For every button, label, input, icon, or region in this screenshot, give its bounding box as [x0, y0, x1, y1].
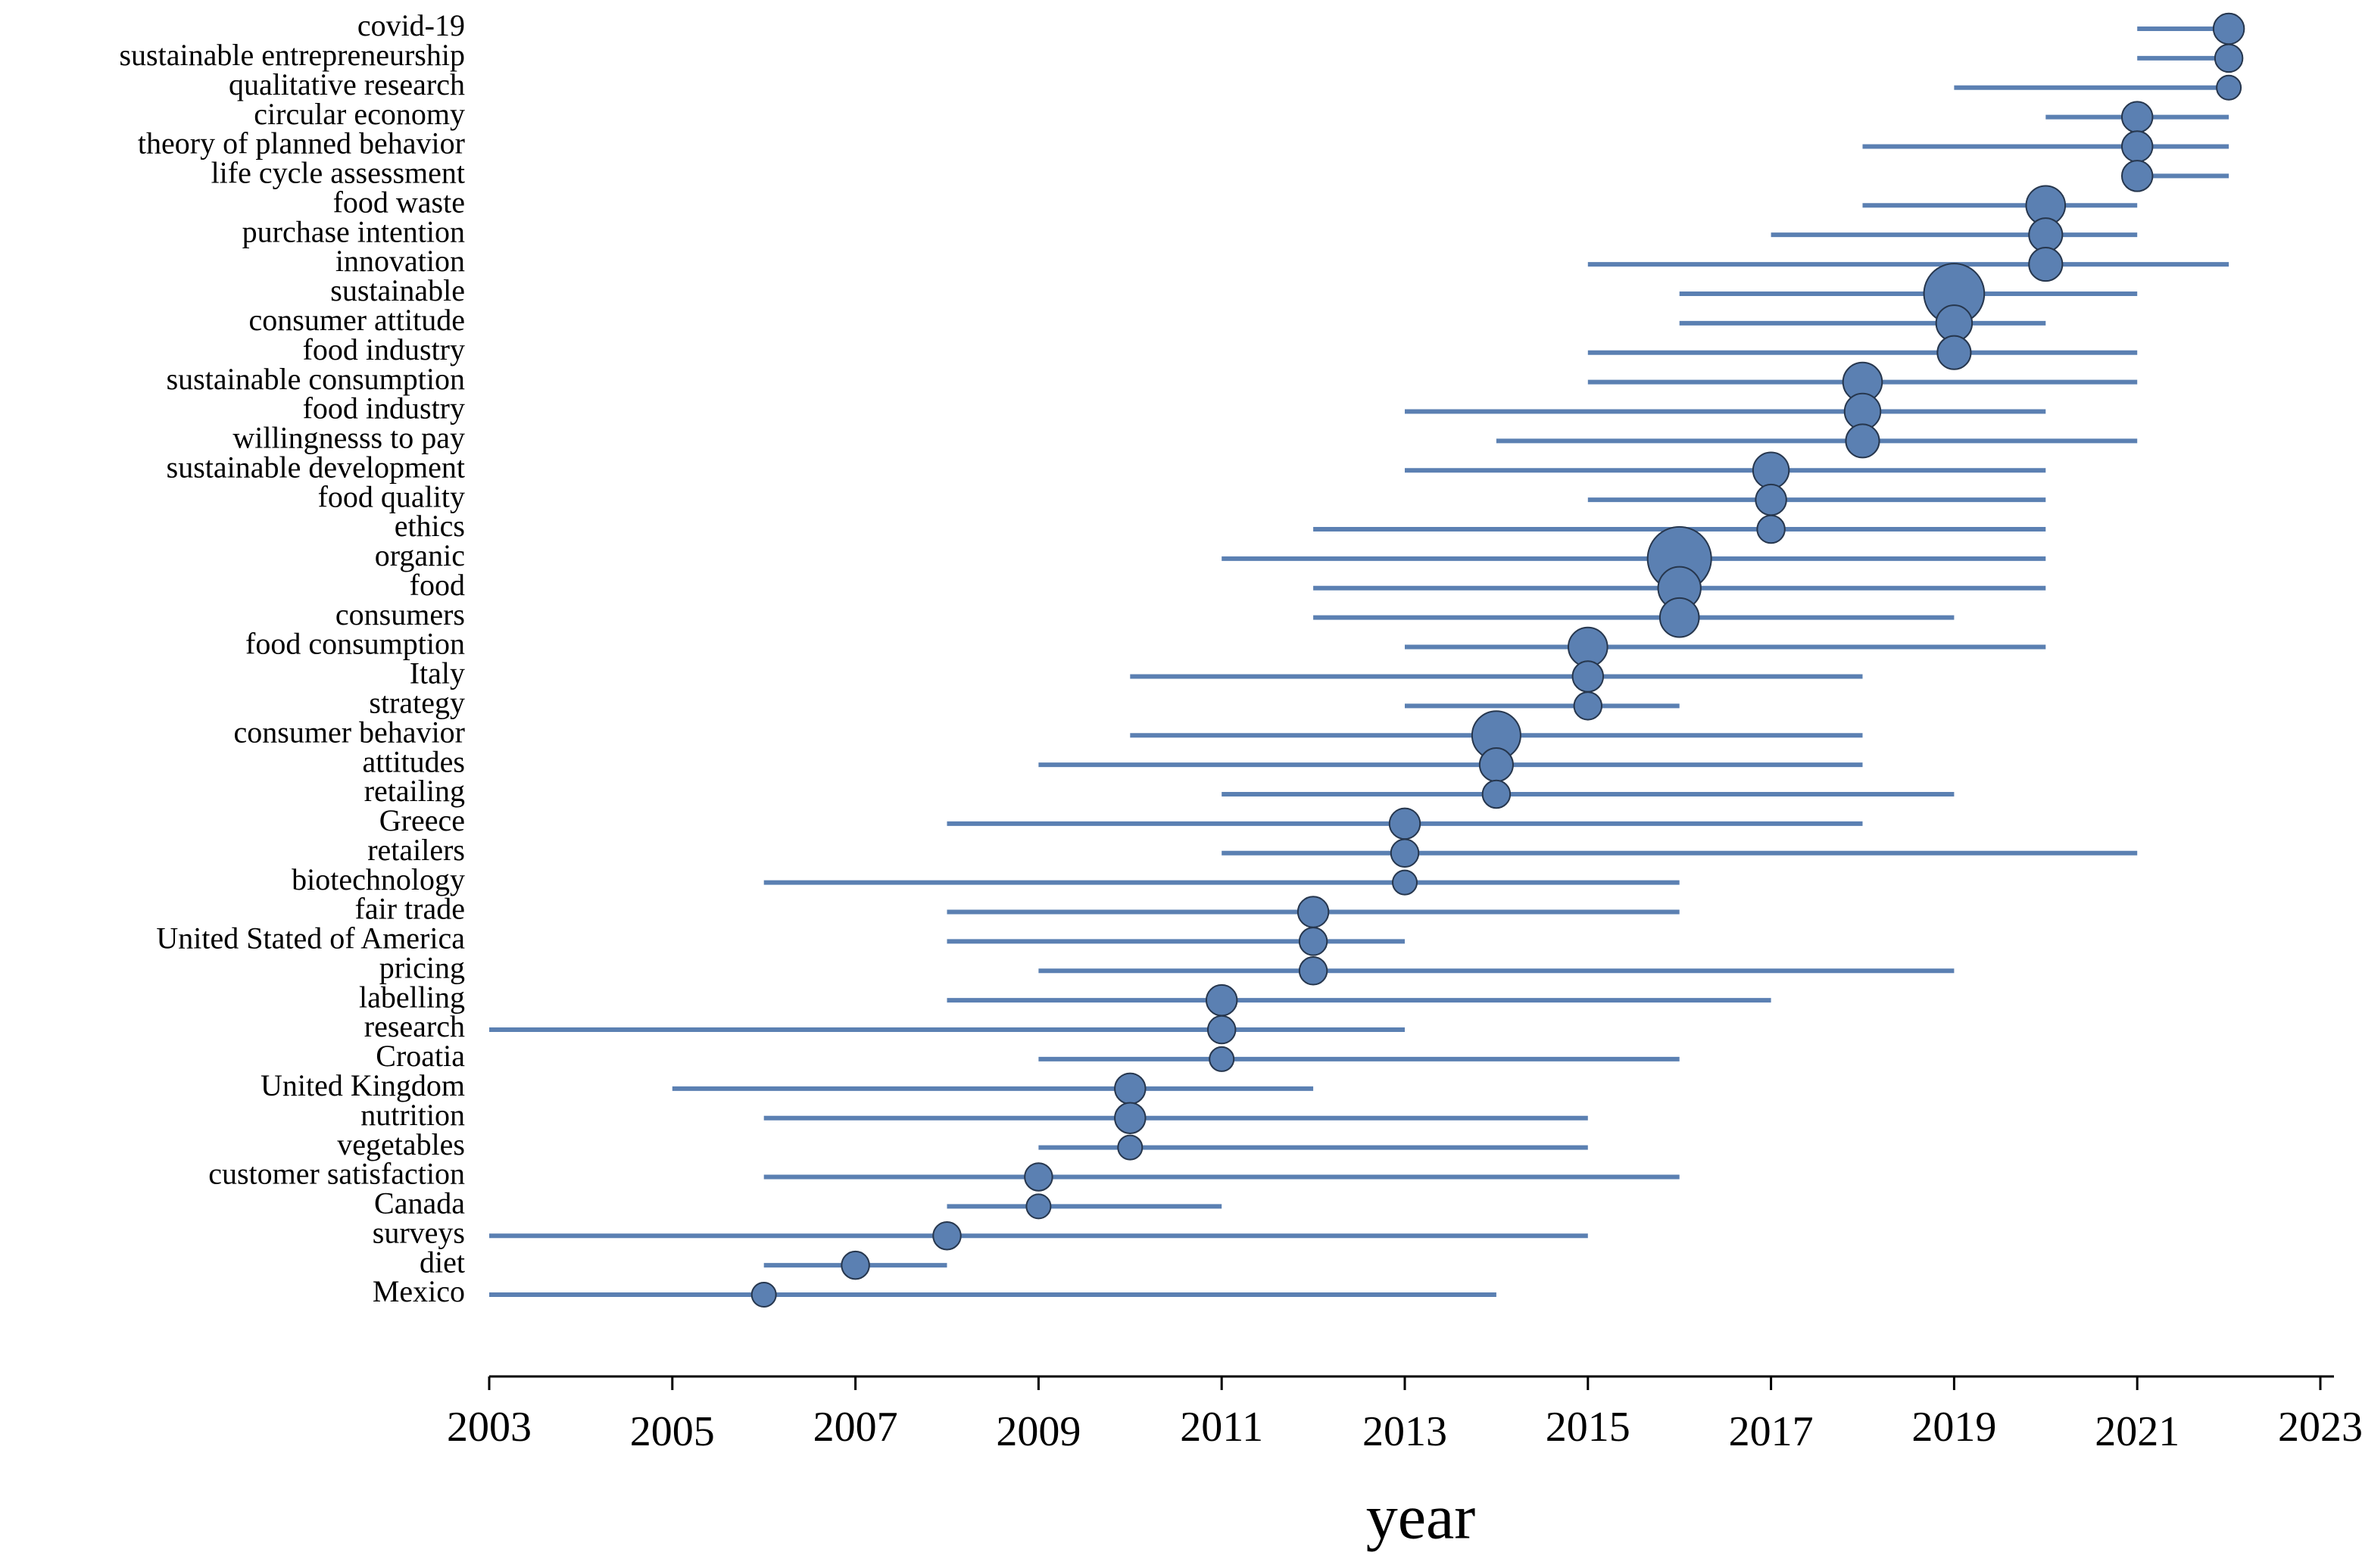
category-label: innovation [335, 244, 465, 278]
category-label: Greece [379, 803, 465, 837]
category-label: Italy [410, 656, 465, 690]
median-bubble [1296, 896, 1330, 928]
median-bubble [1391, 869, 1418, 896]
median-bubble [1936, 335, 1972, 370]
median-bubble [2120, 101, 2154, 133]
median-bubble [1206, 1015, 1237, 1045]
category-label: Croatia [376, 1039, 465, 1073]
x-tick-label: 2003 [447, 1404, 532, 1451]
x-tick-label: 2015 [1546, 1404, 1630, 1451]
median-bubble [1752, 451, 1790, 489]
category-label: United Kingdom [261, 1068, 465, 1102]
x-tick-label: 2007 [813, 1404, 898, 1451]
category-label: consumer behavior [234, 715, 465, 749]
category-label: surveys [373, 1215, 465, 1249]
median-bubble [2212, 12, 2245, 45]
category-label: willingnesss to pay [232, 421, 465, 455]
category-label: ethics [395, 509, 465, 543]
median-bubble [1756, 514, 1786, 544]
category-label: food quality [318, 479, 465, 513]
median-bubble [1755, 483, 1787, 516]
category-label: life cycle assessment [211, 156, 465, 190]
median-bubble [1481, 779, 1512, 809]
median-bubble [2216, 74, 2242, 101]
category-label: consumers [335, 597, 465, 631]
median-bubble [1845, 423, 1880, 459]
category-label: customer satisfaction [208, 1157, 465, 1191]
category-label: Canada [374, 1186, 465, 1220]
category-label: attitudes [362, 744, 465, 778]
category-label: strategy [369, 685, 465, 719]
x-tick-label: 2021 [2095, 1408, 2179, 1455]
median-bubble [2120, 160, 2154, 192]
category-label: vegetables [337, 1127, 465, 1161]
x-tick-label: 2023 [2278, 1404, 2362, 1451]
x-axis-label: year [1366, 1482, 1476, 1552]
median-bubble [750, 1281, 777, 1308]
median-bubble [2028, 247, 2064, 282]
category-label: food industry [303, 391, 465, 426]
category-label: qualitative research [229, 67, 465, 101]
median-bubble [1298, 956, 1328, 986]
category-label: sustainable consumption [167, 362, 465, 396]
category-label: research [364, 1009, 465, 1043]
category-label: sustainable entrepreneurship [119, 38, 465, 72]
x-tick-label: 2013 [1362, 1408, 1447, 1455]
category-label: pricing [379, 950, 465, 984]
median-bubble [841, 1250, 870, 1280]
median-bubble [2120, 130, 2154, 163]
x-tick-label: 2011 [1180, 1404, 1263, 1451]
median-bubble [1573, 691, 1603, 721]
median-bubble [1209, 1046, 1235, 1072]
category-label: fair trade [355, 892, 465, 926]
median-bubble [1298, 927, 1328, 956]
category-label: organic [375, 538, 465, 572]
category-label: retailing [364, 774, 465, 808]
x-tick-label: 2017 [1729, 1408, 1814, 1455]
category-label: covid-19 [357, 8, 465, 42]
category-label: food consumption [245, 627, 465, 661]
category-label: nutrition [360, 1098, 465, 1132]
category-label: food industry [303, 332, 465, 366]
median-bubble [1114, 1072, 1147, 1105]
median-bubble [1478, 747, 1514, 783]
median-bubble [1024, 1162, 1053, 1192]
category-label: sustainable development [167, 450, 465, 484]
category-label: theory of planned behavior [138, 126, 465, 161]
median-bubble [2028, 217, 2064, 253]
x-tick-label: 2005 [630, 1408, 715, 1455]
category-label: retailers [367, 833, 465, 867]
median-bubble [932, 1220, 962, 1251]
median-bubble [1117, 1134, 1144, 1161]
median-bubble [1390, 838, 1420, 868]
category-label: biotechnology [292, 862, 465, 896]
category-label: Mexico [373, 1274, 465, 1308]
category-label: food [410, 568, 465, 602]
category-label: purchase intention [242, 214, 465, 248]
median-bubble [1658, 597, 1700, 638]
category-label: sustainable [330, 273, 465, 307]
median-bubble [1388, 807, 1421, 840]
median-bubble [1114, 1102, 1147, 1134]
category-label: labelling [359, 980, 465, 1014]
category-label: food waste [333, 185, 465, 219]
category-label: diet [420, 1245, 465, 1279]
x-tick-label: 2019 [1911, 1404, 1996, 1451]
category-label: United Stated of America [156, 921, 465, 955]
category-label: circular economy [254, 97, 465, 131]
median-bubble [1571, 660, 1605, 693]
median-bubble [1025, 1193, 1052, 1220]
category-label: consumer attitude [249, 303, 465, 337]
median-bubble [2214, 43, 2244, 73]
x-tick-label: 2009 [996, 1408, 1081, 1455]
median-bubble [1205, 984, 1238, 1017]
